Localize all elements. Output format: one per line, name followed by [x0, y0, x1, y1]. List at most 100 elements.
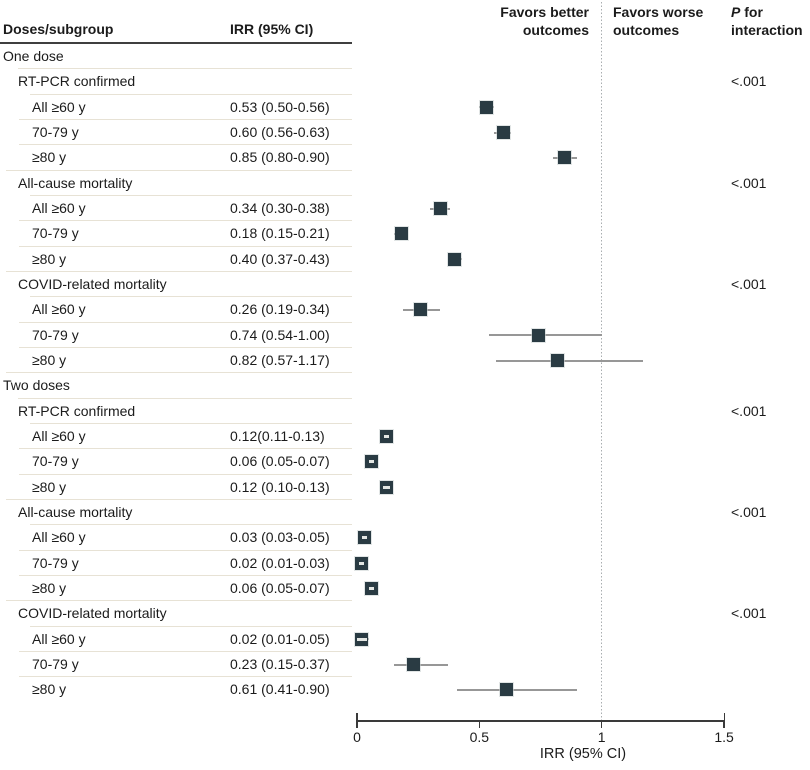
p-interaction-word: interaction	[731, 22, 803, 38]
subgroup-label: All-cause mortality	[18, 174, 133, 191]
row-separator	[30, 194, 352, 196]
row-separator	[19, 676, 352, 678]
p-italic: P	[731, 4, 741, 20]
subgroup-label: ≥80 y	[32, 681, 67, 698]
table-row: All ≥60 y 0.03 (0.03-0.05)	[0, 525, 810, 551]
ci-line	[489, 334, 602, 337]
x-axis-tick	[356, 721, 358, 728]
irr-value: 0.53 (0.50-0.56)	[230, 98, 330, 115]
x-axis-tick-label: 0	[353, 729, 361, 745]
irr-value: 0.60 (0.56-0.63)	[230, 123, 330, 140]
favors-better-label: Favors better outcomes	[500, 4, 589, 38]
row-separator	[6, 372, 352, 374]
subgroup-label: All ≥60 y	[32, 98, 86, 115]
row-separator	[6, 498, 352, 500]
point-estimate-marker	[394, 227, 408, 241]
irr-value: 0.03 (0.03-0.05)	[230, 529, 330, 546]
subgroup-label: ≥80 y	[32, 149, 67, 166]
x-axis-line	[356, 720, 726, 722]
point-estimate-marker	[531, 328, 545, 342]
point-estimate-marker	[448, 252, 462, 266]
irr-value: 0.82 (0.57-1.17)	[230, 351, 330, 368]
irr-value: 0.06 (0.05-0.07)	[230, 453, 330, 470]
row-separator	[19, 245, 352, 247]
ci-inner-dash	[359, 561, 365, 565]
subgroup-label: 70-79 y	[32, 655, 79, 672]
table-row: 70-79 y 0.02 (0.01-0.03)	[0, 551, 810, 576]
p-value: <.001	[731, 174, 767, 191]
irr-value: 0.12 (0.10-0.13)	[230, 478, 330, 495]
subgroup-label: COVID-related mortality	[18, 605, 167, 622]
irr-value: 0.34 (0.30-0.38)	[230, 199, 330, 216]
row-separator	[19, 346, 352, 348]
table-row: COVID-related mortality <.001	[0, 601, 810, 627]
ci-inner-dash	[383, 435, 389, 439]
subgroup-label: One dose	[3, 48, 64, 64]
irr-value: 0.02 (0.01-0.05)	[230, 630, 330, 647]
table-row: All ≥60 y 0.34 (0.30-0.38)	[0, 196, 810, 222]
column-header-irr: IRR (95% CI)	[230, 21, 314, 37]
table-row: ≥80 y 0.85 (0.80-0.90)	[0, 145, 810, 171]
irr-value: 0.02 (0.01-0.03)	[230, 554, 330, 571]
subgroup-label: Two doses	[3, 377, 70, 394]
ci-inner-dash	[361, 536, 367, 540]
point-estimate-marker	[497, 126, 511, 140]
subgroup-label: COVID-related mortality	[18, 275, 167, 292]
table-row: All ≥60 y 0.02 (0.01-0.05)	[0, 627, 810, 652]
ci-line	[496, 359, 644, 362]
row-separator	[30, 524, 352, 526]
irr-value: 0.23 (0.15-0.37)	[230, 655, 330, 672]
subgroup-label: RT-PCR confirmed	[18, 402, 136, 419]
ci-inner-dash	[357, 637, 367, 641]
subgroup-label: All ≥60 y	[32, 630, 86, 647]
table-row: 70-79 y 0.06 (0.05-0.07)	[0, 449, 810, 475]
table-row: ≥80 y 0.12 (0.10-0.13)	[0, 475, 810, 500]
table-row: ≥80 y 0.06 (0.05-0.07)	[0, 576, 810, 602]
table-row: 70-79 y 0.23 (0.15-0.37)	[0, 652, 810, 678]
header-rule	[0, 42, 352, 44]
p-value: <.001	[731, 275, 767, 292]
p-value: <.001	[731, 73, 767, 90]
row-separator	[18, 68, 352, 70]
irr-value: 0.12(0.11-0.13)	[230, 427, 325, 444]
subgroup-label: ≥80 y	[32, 478, 67, 495]
point-estimate-marker	[414, 303, 428, 317]
subgroup-label: ≥80 y	[32, 250, 67, 267]
subgroup-label: All ≥60 y	[32, 427, 86, 444]
x-axis-endcap	[723, 713, 726, 720]
row-separator	[19, 220, 352, 222]
subgroup-label: All-cause mortality	[18, 503, 133, 520]
irr-value: 0.40 (0.37-0.43)	[230, 250, 330, 267]
x-axis-endcap	[356, 713, 358, 720]
row-separator	[30, 93, 352, 95]
irr-value: 0.74 (0.54-1.00)	[230, 326, 330, 343]
row-separator	[6, 600, 352, 602]
subgroup-label: All ≥60 y	[32, 199, 86, 216]
row-separator	[18, 397, 352, 399]
table-row: RT-PCR confirmed <.001	[0, 69, 810, 95]
subgroup-label: All ≥60 y	[32, 301, 86, 318]
subgroup-label: 70-79 y	[32, 326, 79, 343]
table-row: One dose	[0, 44, 810, 70]
table-row: COVID-related mortality <.001	[0, 272, 810, 298]
irr-value: 0.06 (0.05-0.07)	[230, 579, 330, 596]
ci-line	[393, 663, 448, 666]
row-separator	[19, 118, 352, 120]
table-row: ≥80 y 0.40 (0.37-0.43)	[0, 247, 810, 272]
ci-line	[457, 688, 578, 691]
row-separator	[19, 549, 352, 551]
column-header-subgroup: Doses/subgroup	[3, 21, 114, 37]
row-separator	[30, 422, 352, 424]
x-axis-title: IRR (95% CI)	[539, 746, 627, 762]
table-row: All ≥60 y 0.12(0.11-0.13)	[0, 424, 810, 450]
point-estimate-marker	[433, 202, 447, 216]
favors-worse-label: Favors worse outcomes	[613, 4, 704, 38]
subgroup-label: All ≥60 y	[32, 529, 86, 546]
row-separator	[19, 473, 352, 475]
x-axis-tick	[600, 721, 603, 728]
subgroup-label: 70-79 y	[32, 453, 79, 470]
table-row: All ≥60 y 0.26 (0.19-0.34)	[0, 297, 810, 323]
point-estimate-marker	[499, 683, 513, 697]
table-row: ≥80 y 0.82 (0.57-1.17)	[0, 348, 810, 374]
